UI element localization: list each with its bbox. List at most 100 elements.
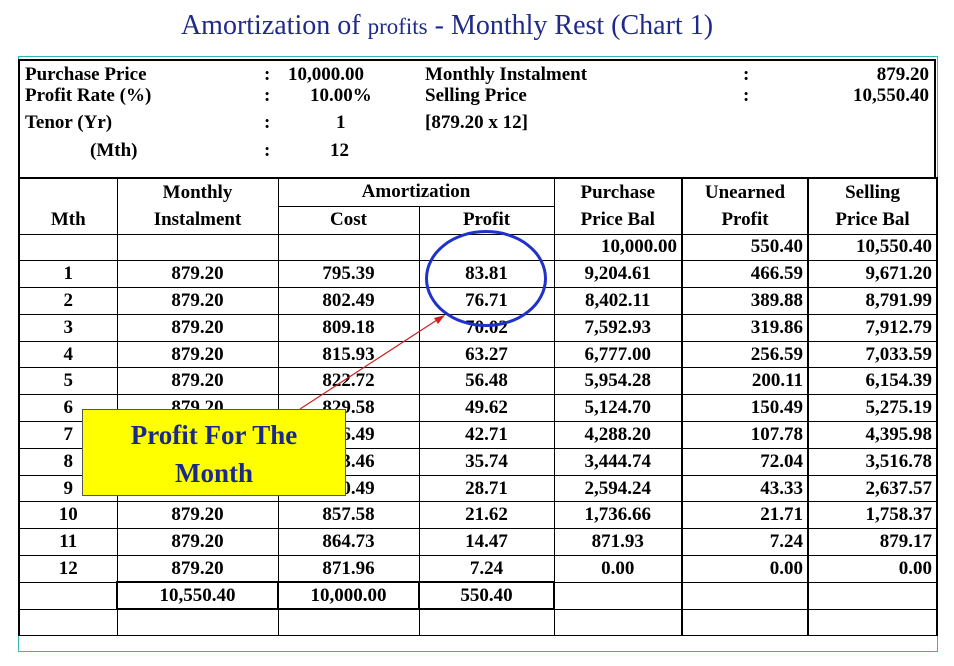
unearned-cell: 0.00 <box>681 555 809 583</box>
monthly-instalment-value: 879.20 <box>876 64 929 85</box>
selling-price-label: Selling Price <box>425 85 527 106</box>
selling-bal-cell: 1,758.37 <box>807 501 939 530</box>
purchase-price-colon: : <box>264 64 271 85</box>
monthly-instalment-colon: : <box>743 64 750 85</box>
opening-purchase-bal: 10,000.00 <box>553 233 683 262</box>
header-selling: Selling <box>807 177 939 206</box>
opening-selling-bal: 10,550.40 <box>807 233 939 262</box>
cost-cell: 871.96 <box>277 555 420 583</box>
profit-rate-value: 10.00% <box>310 85 372 106</box>
tenor-mth-value: 12 <box>330 140 349 161</box>
purchase-bal-cell: 6,777.00 <box>553 340 683 369</box>
selling-bal-cell: 2,637.57 <box>807 474 939 503</box>
instalment-cell: 879.20 <box>116 287 279 315</box>
profit-cell: 56.48 <box>418 367 555 396</box>
header-unearned: Unearned <box>681 177 809 206</box>
table-row: 12 879.20 871.96 7.24 0.00 0.00 0.00 <box>18 555 939 583</box>
header-instalment: Instalment <box>116 206 279 235</box>
page-title: Amortization of profits - Monthly Rest (… <box>0 10 894 42</box>
mth-cell: 5 <box>18 367 118 396</box>
tenor-yr-label: Tenor (Yr) <box>25 112 113 133</box>
profit-cell: 7.24 <box>418 555 555 583</box>
selling-bal-cell: 4,395.98 <box>807 421 939 449</box>
summary-panel: Purchase Price : 10,000.00 Monthly Insta… <box>18 59 936 177</box>
formula-note: [879.20 x 12] <box>425 112 528 133</box>
header-mth: Mth <box>18 206 118 235</box>
totals-blank <box>807 581 939 610</box>
mth-cell: 11 <box>18 528 118 557</box>
cost-cell: 822.72 <box>277 367 420 396</box>
header-profit-2: Profit <box>681 206 809 235</box>
mth-cell: 2 <box>18 287 118 315</box>
profit-cell: 28.71 <box>418 474 555 503</box>
unearned-cell: 200.11 <box>681 367 809 396</box>
instalment-cell: 879.20 <box>116 367 279 396</box>
table-row: 1 879.20 795.39 83.81 9,204.61 466.59 9,671.20 <box>18 260 939 289</box>
unearned-cell: 21.71 <box>681 501 809 530</box>
purchase-bal-cell: 9,204.61 <box>553 260 683 289</box>
mth-cell: 3 <box>18 313 118 342</box>
purchase-bal-cell: 3,444.74 <box>553 447 683 476</box>
cost-cell: 815.93 <box>277 340 420 369</box>
selling-bal-cell: 6,154.39 <box>807 367 939 396</box>
profit-cell: 42.71 <box>418 421 555 449</box>
selling-price-colon: : <box>743 85 750 106</box>
cost-cell: 795.39 <box>277 260 420 289</box>
totals-blank <box>553 581 683 610</box>
purchase-bal-cell: 1,736.66 <box>553 501 683 530</box>
table-row: 11 879.20 864.73 14.47 871.93 7.24 879.17 <box>18 528 939 557</box>
cost-cell: 864.73 <box>277 528 420 557</box>
callout-line-1: Profit For The <box>130 420 298 450</box>
totals-row: 10,550.40 10,000.00 550.40 <box>18 581 939 611</box>
title-text-a: Amortization of <box>180 10 368 41</box>
selling-bal-cell: 5,275.19 <box>807 394 939 423</box>
selling-bal-cell: 9,671.20 <box>807 260 939 289</box>
opening-unearned: 550.40 <box>681 233 809 262</box>
totals-blank <box>681 581 809 610</box>
unearned-cell: 72.04 <box>681 447 809 476</box>
title-text-b: - Monthly Rest (Chart 1) <box>427 10 714 41</box>
amortization-table: Monthly Amortization Purchase Unearned S… <box>18 177 939 637</box>
instalment-cell: 879.20 <box>116 340 279 369</box>
purchase-bal-cell: 5,124.70 <box>553 394 683 423</box>
highlight-circle <box>425 230 547 327</box>
unearned-cell: 150.49 <box>681 394 809 423</box>
header-amortization: Amortization <box>277 177 555 207</box>
header-row-1: Monthly Amortization Purchase Unearned S… <box>18 177 939 207</box>
mth-cell: 10 <box>18 501 118 530</box>
unearned-cell: 466.59 <box>681 260 809 289</box>
mth-cell: 1 <box>18 260 118 289</box>
unearned-cell: 319.86 <box>681 313 809 342</box>
selling-bal-cell: 7,912.79 <box>807 313 939 342</box>
profit-cell: 35.74 <box>418 447 555 476</box>
purchase-bal-cell: 2,594.24 <box>553 474 683 503</box>
instalment-cell: 879.20 <box>116 528 279 557</box>
title-text-small: profits <box>367 14 428 39</box>
header-purchase: Purchase <box>553 177 683 206</box>
selling-bal-cell: 8,791.99 <box>807 287 939 315</box>
unearned-cell: 7.24 <box>681 528 809 557</box>
mth-cell: 4 <box>18 340 118 369</box>
purchase-bal-cell: 5,954.28 <box>553 367 683 396</box>
purchase-bal-cell: 7,592.93 <box>553 313 683 342</box>
tenor-yr-colon: : <box>264 112 271 133</box>
purchase-price-value: 10,000.00 <box>288 64 364 85</box>
unearned-cell: 389.88 <box>681 287 809 315</box>
unearned-cell: 107.78 <box>681 421 809 449</box>
mth-cell: 12 <box>18 555 118 583</box>
instalment-cell: 879.20 <box>116 260 279 289</box>
header-monthly: Monthly <box>116 177 279 206</box>
selling-bal-cell: 879.17 <box>807 528 939 557</box>
instalment-cell: 879.20 <box>116 501 279 530</box>
selling-bal-cell: 7,033.59 <box>807 340 939 369</box>
profit-rate-label: Profit Rate (%) <box>25 85 152 106</box>
profit-cell: 49.62 <box>418 394 555 423</box>
profit-rate-colon: : <box>264 85 271 106</box>
profit-cell: 63.27 <box>418 340 555 369</box>
instalment-cell: 879.20 <box>116 313 279 342</box>
header-row-2: Mth Instalment Cost Profit Price Bal Pro… <box>18 205 939 235</box>
header-selling-bal: Price Bal <box>807 206 939 235</box>
table-row: 4 879.20 815.93 63.27 6,777.00 256.59 7,033.59 <box>18 340 939 369</box>
totals-blank <box>18 581 118 610</box>
tenor-mth-label: (Mth) <box>90 140 138 161</box>
